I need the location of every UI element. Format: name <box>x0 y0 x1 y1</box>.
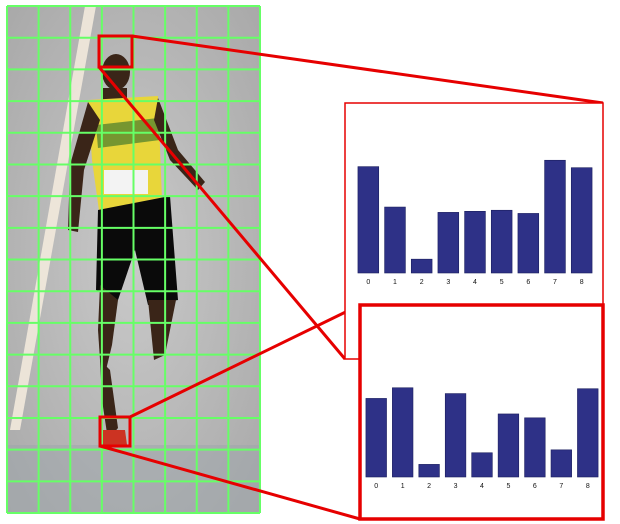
histogram-tick-label: 4 <box>480 483 484 490</box>
histogram-tick-label: 8 <box>586 483 590 490</box>
head-cell-highlight <box>97 34 134 69</box>
histogram-tick-label: 3 <box>446 279 450 286</box>
histogram-tick-label: 0 <box>374 483 378 490</box>
histogram-tick-label: 7 <box>553 279 557 286</box>
histogram-bar-5 <box>490 209 513 274</box>
histogram-tick-label: 4 <box>473 279 477 286</box>
histogram-bar-6 <box>524 417 546 478</box>
histogram-bar-3 <box>444 393 467 478</box>
histogram-1: 0 1 2 3 4 5 6 7 8 <box>357 159 593 286</box>
cell-grid <box>6 5 261 514</box>
histogram-panel-2: 0 1 2 3 4 5 6 7 8 <box>358 303 605 521</box>
histogram-tick-label: 1 <box>401 483 405 490</box>
histogram-bar-6 <box>517 213 540 274</box>
histogram-tick-label: 0 <box>366 279 370 286</box>
histogram-bar-2 <box>418 464 440 478</box>
histogram-tick-label: 2 <box>427 483 431 490</box>
histogram-tick-label: 5 <box>500 279 504 286</box>
histogram-tick-label: 1 <box>393 279 397 286</box>
histogram-tick-label: 5 <box>506 483 510 490</box>
connector-lines <box>97 34 604 521</box>
foot-cell-highlight <box>98 415 132 448</box>
histogram-2: 0 1 2 3 4 5 6 7 8 <box>365 387 599 490</box>
histogram-bar-3 <box>437 212 460 274</box>
histogram-bar-7 <box>544 159 566 274</box>
histogram-bar-4 <box>471 452 493 478</box>
histogram-tick-label: 2 <box>420 279 424 286</box>
histogram-bar-1 <box>384 206 406 274</box>
histogram-tick-label: 3 <box>454 483 458 490</box>
histogram-bar-8 <box>577 388 599 478</box>
histogram-tick-label: 6 <box>526 279 530 286</box>
histogram-bar-7 <box>550 449 572 478</box>
histogram-bar-5 <box>497 413 520 478</box>
histogram-tick-label: 8 <box>580 279 584 286</box>
histogram-bar-0 <box>357 166 380 274</box>
histogram-bar-0 <box>365 398 387 478</box>
histogram-bar-8 <box>570 167 593 274</box>
histogram-tick-label: 6 <box>533 483 537 490</box>
histogram-bar-4 <box>464 211 486 274</box>
histogram-tick-label: 7 <box>559 483 563 490</box>
histogram-bar-1 <box>392 387 414 478</box>
histogram-bar-2 <box>410 258 433 274</box>
